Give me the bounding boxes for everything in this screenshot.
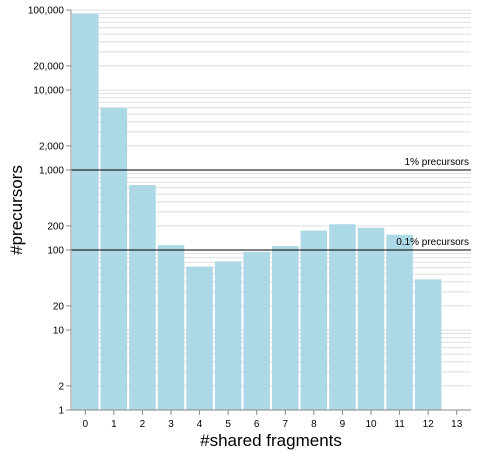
x-tick-label: 1 [111, 419, 117, 430]
x-tick-label: 7 [283, 419, 289, 430]
bar-12 [414, 279, 442, 410]
y-tick-label: 2 [58, 381, 64, 392]
x-tick-label: 5 [225, 419, 231, 430]
axes: 1210201002001,0002,00010,00020,000100,00… [28, 6, 471, 430]
y-tick-label: 1,000 [39, 166, 64, 177]
bar-6 [243, 251, 270, 410]
x-tick-label: 9 [340, 419, 346, 430]
bar-11 [386, 234, 413, 410]
y-tick-label: 100,000 [28, 6, 65, 17]
x-axis-title: #shared fragments [200, 431, 342, 450]
bar-series [72, 13, 442, 411]
y-tick-label: 200 [47, 221, 64, 232]
bar-2 [129, 184, 156, 410]
reference-line-label-0: 1% precursors [405, 157, 469, 168]
bar-1 [100, 107, 128, 411]
reference-lines: 1% precursors 0.1% precursors [71, 157, 471, 251]
y-tick-label: 1 [58, 406, 64, 417]
y-tick-label: 100 [47, 246, 64, 257]
x-tick-label: 13 [451, 419, 463, 430]
x-tick-label: 3 [168, 419, 174, 430]
bar-8 [300, 230, 328, 410]
x-tick-label: 6 [254, 419, 260, 430]
y-tick-label: 20,000 [33, 61, 64, 72]
x-tick-label: 11 [394, 419, 405, 430]
x-tick-label: 2 [140, 419, 146, 430]
y-tick-label: 2,000 [39, 141, 64, 152]
x-tick-label: 8 [311, 419, 317, 430]
y-tick-label: 20 [53, 301, 65, 312]
y-axis-title: #precursors [7, 165, 26, 255]
bar-9 [329, 224, 356, 410]
x-tick-label: 0 [83, 419, 89, 430]
bar-7 [272, 246, 299, 410]
x-tick-label: 4 [197, 419, 203, 430]
reference-line-label-1: 0.1% precursors [396, 237, 469, 248]
bar-0 [72, 13, 99, 411]
y-tick-label: 10 [53, 326, 65, 337]
bar-4 [186, 266, 213, 410]
bar-5 [214, 261, 242, 410]
x-tick-label: 10 [365, 419, 377, 430]
y-tick-label: 10,000 [33, 86, 64, 97]
bar-10 [357, 227, 385, 410]
x-tick-label: 12 [423, 419, 435, 430]
bar-3 [157, 245, 185, 410]
